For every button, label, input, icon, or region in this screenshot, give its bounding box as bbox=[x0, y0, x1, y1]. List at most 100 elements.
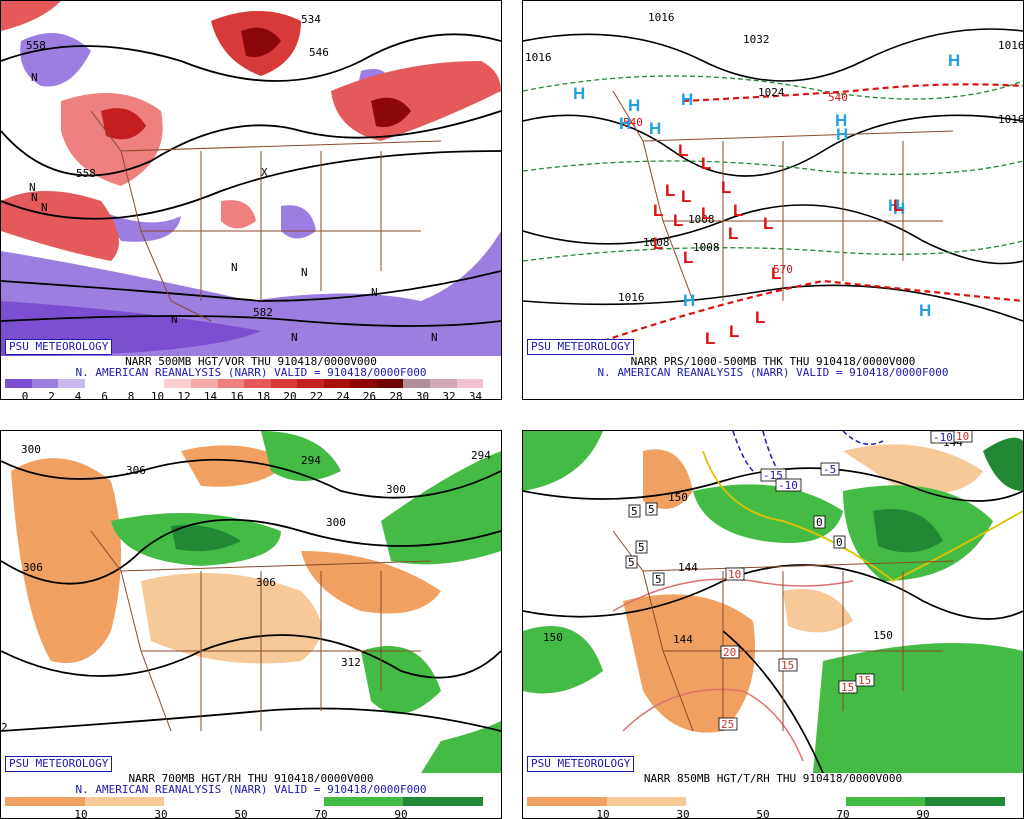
low-pressure-marker: L bbox=[653, 234, 663, 253]
contour-label: 558 bbox=[26, 39, 46, 52]
psu-credit-label: PSU METEOROLOGY bbox=[5, 756, 113, 772]
isobars bbox=[523, 28, 1023, 322]
colorbar-tick-label: 50 bbox=[756, 808, 770, 819]
colorbar-swatch bbox=[885, 797, 926, 806]
label-box bbox=[820, 462, 840, 476]
rh-moist-region bbox=[381, 451, 501, 565]
vorticity-extremum-marker: X bbox=[261, 166, 268, 179]
vorticity-extremum-marker: N bbox=[431, 331, 438, 344]
high-pressure-marker: H bbox=[681, 90, 693, 109]
contour-label: 150 bbox=[543, 631, 563, 644]
low-pressure-marker: L bbox=[763, 214, 773, 233]
colorbar-swatch bbox=[403, 797, 444, 806]
political-boundaries bbox=[612, 90, 954, 302]
contour-label: 1024 bbox=[758, 86, 785, 99]
colorbar-swatch bbox=[765, 797, 806, 806]
colorbar-swatch bbox=[606, 797, 647, 806]
contour-label: 294 bbox=[471, 449, 491, 462]
colorbar-swatch bbox=[84, 379, 112, 388]
vorticity-extremum-marker: N bbox=[29, 181, 36, 194]
colorbar-swatch bbox=[566, 797, 607, 806]
colorbar-swatch bbox=[124, 797, 165, 806]
colorbar-tick-label: 90 bbox=[394, 808, 408, 819]
colorbar-tick-label: 30 bbox=[415, 390, 430, 400]
rh-dry-region bbox=[623, 594, 755, 733]
colorbar-swatch bbox=[403, 379, 430, 388]
temperature-label: 5 bbox=[648, 503, 655, 516]
high-pressure-marker: H bbox=[649, 119, 661, 138]
colorbar-tick-label: 20 bbox=[283, 390, 297, 400]
colorbar-swatch bbox=[5, 797, 45, 806]
colorbar-tick-label: 12 bbox=[177, 390, 191, 400]
panel-title: NARR 500MB HGT/VOR THU 910418/0000V000 bbox=[125, 355, 377, 368]
colorbar-tick-label: 34 bbox=[468, 390, 483, 400]
temperature-label: 5 bbox=[631, 505, 638, 518]
colorbar-swatch bbox=[84, 797, 125, 806]
contour-label: 306 bbox=[23, 561, 43, 574]
colorbar-swatch bbox=[297, 379, 324, 388]
colorbar-swatch bbox=[270, 379, 298, 388]
colorbar-swatch bbox=[965, 797, 1005, 806]
temperature-contours-cold bbox=[732, 431, 884, 492]
panel-850mb-hgt-t-rh: 150144150144150144-15-10-5-1055555102015… bbox=[522, 430, 1024, 819]
colorbar-swatch bbox=[430, 379, 457, 388]
high-pressure-marker: H bbox=[836, 125, 848, 144]
temperature-label: 15 bbox=[781, 659, 794, 672]
label-box bbox=[775, 478, 802, 492]
rh-moist-region bbox=[873, 509, 943, 553]
rh-dry-region bbox=[181, 445, 291, 487]
colorbar-tick-label: 10 bbox=[74, 808, 88, 819]
political-boundaries bbox=[90, 110, 442, 322]
low-pressure-marker: L bbox=[729, 322, 739, 341]
rh-dry-region bbox=[301, 551, 441, 614]
vorticity-max-region bbox=[331, 61, 501, 141]
colorbar-tick-label: 90 bbox=[916, 808, 930, 819]
colorbar-swatch bbox=[137, 379, 165, 388]
vorticity-extremum-marker: N bbox=[171, 313, 178, 326]
contour-label: 1016 bbox=[648, 11, 675, 24]
label-box bbox=[813, 515, 826, 529]
rh-moist-region bbox=[523, 626, 603, 694]
colorbar-swatch bbox=[164, 797, 205, 806]
low-pressure-marker: L bbox=[665, 181, 675, 200]
contour-label: 300 bbox=[326, 516, 346, 529]
colorbar-swatch bbox=[244, 379, 271, 388]
political-boundaries bbox=[90, 530, 432, 732]
temperature-label: 25 bbox=[721, 718, 734, 731]
colorbar-swatch bbox=[31, 379, 59, 388]
contour-label: 1016 bbox=[998, 39, 1023, 52]
low-pressure-marker: L bbox=[701, 154, 711, 173]
colorbar-swatch bbox=[323, 379, 351, 388]
label-box bbox=[833, 535, 846, 549]
colorbar-swatch bbox=[726, 797, 766, 806]
panel-valid-time: N. AMERICAN REANALYSIS (NARR) VALID = 91… bbox=[597, 366, 949, 379]
colorbar-swatch bbox=[243, 797, 284, 806]
panel-500mb-hgt-vor: 558 534 546 582 558 N N N N N N N N X N N PSU METEOROLO… bbox=[0, 0, 502, 400]
colorbar bbox=[5, 797, 483, 806]
colorbar-swatch bbox=[5, 379, 32, 388]
contour-label: 1008 bbox=[693, 241, 720, 254]
rh-moist-region bbox=[171, 525, 241, 552]
low-pressure-marker: L bbox=[755, 308, 765, 327]
rh-dry-region bbox=[783, 589, 853, 633]
temperature-label: 15 bbox=[841, 681, 854, 694]
low-pressure-marker: L bbox=[728, 224, 738, 243]
vorticity-max-region bbox=[241, 27, 281, 57]
height-contours bbox=[523, 467, 1023, 773]
colorbar-swatch bbox=[646, 797, 687, 806]
label-box bbox=[720, 645, 740, 659]
rh-moist-region bbox=[421, 721, 501, 773]
colorbar-swatch bbox=[204, 797, 244, 806]
thickness-540-line bbox=[602, 83, 1023, 343]
temperature-contour-zero bbox=[702, 450, 1023, 583]
contour-label: 150 bbox=[668, 491, 688, 504]
low-pressure-marker: L bbox=[683, 248, 693, 267]
colorbar-tick-label: 14 bbox=[203, 390, 218, 400]
contour-label: 540 bbox=[828, 91, 848, 104]
colorbar-tick-label: 22 bbox=[309, 390, 324, 400]
low-pressure-marker: L bbox=[771, 264, 781, 283]
contour-label: 540 bbox=[623, 116, 643, 129]
contour-label: 1008 bbox=[643, 236, 670, 249]
vorticity-extremum-marker: N bbox=[301, 266, 308, 279]
